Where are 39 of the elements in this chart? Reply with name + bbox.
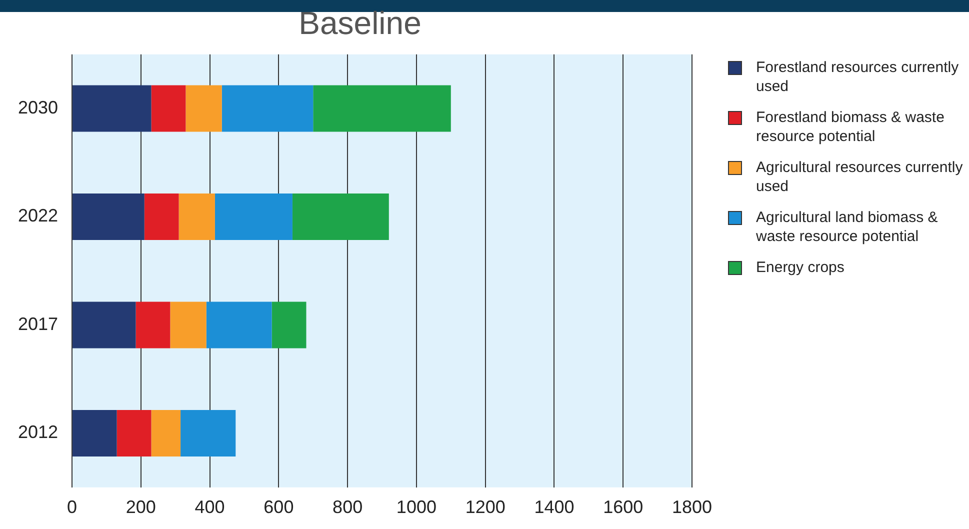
x-tick-label: 1200 bbox=[465, 497, 506, 518]
bar bbox=[222, 85, 314, 132]
bar bbox=[116, 410, 152, 457]
y-tick-label: 2030 bbox=[18, 97, 58, 118]
x-tick-label: 1800 bbox=[672, 497, 712, 518]
x-tick-label: 0 bbox=[67, 497, 78, 518]
bar bbox=[136, 302, 170, 348]
x-tick-label: 1000 bbox=[396, 497, 436, 518]
bar bbox=[72, 85, 152, 132]
legend-label: Agricultural land biomass & waste resource potential bbox=[756, 208, 939, 246]
legend-label: Forestland biomass & waste resource potential bbox=[756, 108, 946, 146]
x-tick-label: 200 bbox=[126, 497, 156, 518]
bar bbox=[72, 302, 136, 348]
x-tick-label: 600 bbox=[264, 497, 294, 518]
x-tick-label: 1400 bbox=[534, 497, 574, 518]
x-tick-label: 400 bbox=[194, 497, 225, 518]
bar bbox=[313, 85, 451, 132]
bar bbox=[186, 85, 222, 132]
bar bbox=[170, 302, 206, 348]
bar bbox=[72, 410, 117, 457]
legend-label: Energy crops bbox=[756, 258, 844, 277]
bar bbox=[214, 194, 292, 240]
bar bbox=[151, 85, 186, 132]
bar bbox=[178, 194, 215, 240]
bar bbox=[72, 194, 144, 240]
bar bbox=[292, 194, 389, 240]
legend-label: Agricultural resources currently used bbox=[756, 158, 964, 196]
y-tick-label: 2022 bbox=[18, 206, 58, 226]
chart-title: Baseline bbox=[298, 5, 422, 42]
legend-label: Forestland resources currently used bbox=[756, 58, 960, 96]
bar bbox=[144, 194, 179, 240]
x-tick-label: 800 bbox=[332, 497, 363, 518]
bar bbox=[272, 302, 306, 348]
y-tick-label: 2017 bbox=[18, 314, 58, 334]
bar bbox=[151, 410, 181, 457]
bar bbox=[180, 410, 236, 457]
bar bbox=[206, 302, 272, 348]
y-tick-label: 2012 bbox=[18, 422, 58, 442]
x-tick-label: 1600 bbox=[603, 497, 644, 518]
